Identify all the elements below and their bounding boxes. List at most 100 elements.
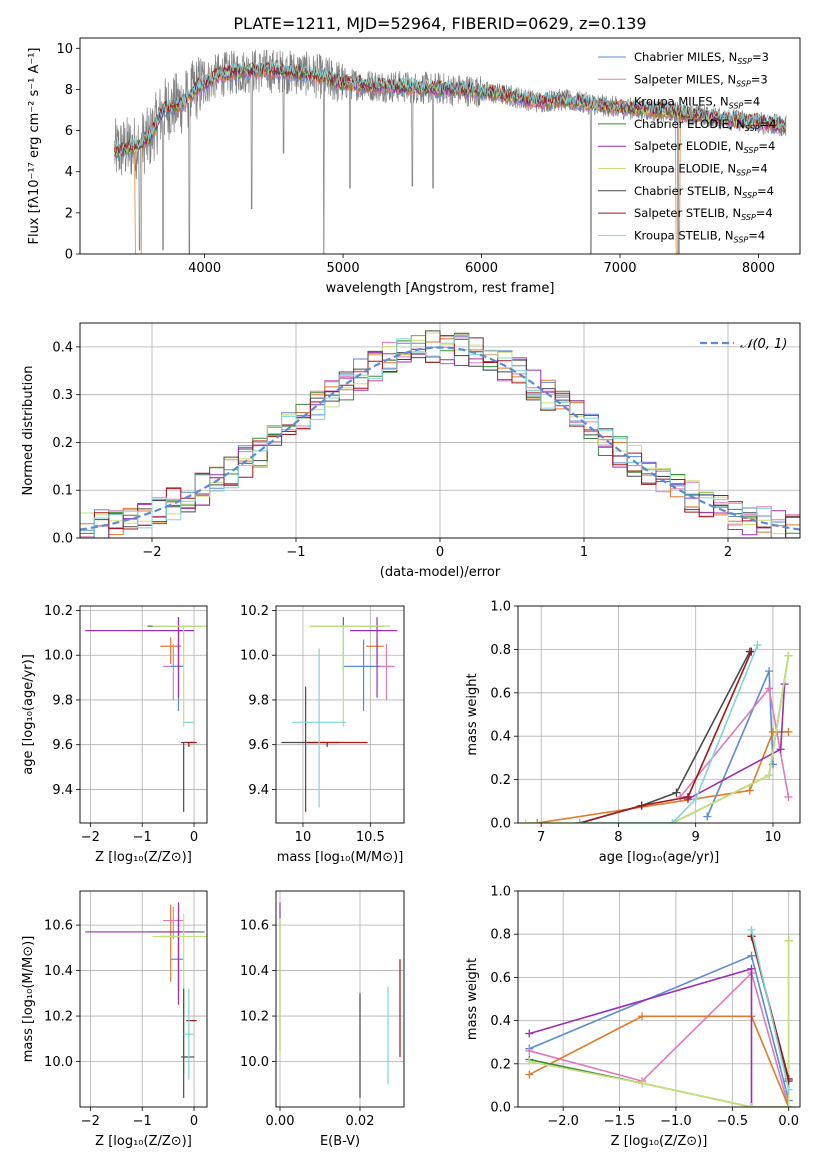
weight-line-kroupa_elodie [525,655,790,823]
legend-entry: 𝒩(0, 1) [740,337,787,352]
y-tick-label: 8 [65,83,73,98]
panel-mass_vs_ebv: 0.00 0.02 10.0 10.2 10.4 10.6 E(B-V) [240,890,405,1149]
y-tick-label: 10.0 [240,1055,269,1070]
plot-area-weight_vs_Z [525,925,793,1107]
x-tick-label: 0 [190,1114,198,1129]
residual-legend: 𝒩(0, 1) [700,337,787,352]
x-tick-label: 0 [190,830,198,845]
x-tick-label: −1 [133,830,152,845]
weight-line-kroupa_miles [528,1015,790,1107]
y-axis-label: age [log₁₀(age/yr)] [21,654,36,775]
x-tick-label: −2.0 [547,1114,579,1129]
x-tick-label: 0.02 [346,1114,375,1129]
axes-frame [79,605,208,824]
x-tick-label: 0.00 [266,1114,295,1129]
weight-line-salpeter_stelib [579,651,753,823]
weight-marker-chabrier_miles [765,667,774,676]
x-tick-label: −1.5 [604,1114,636,1129]
weight-line-kroupa_miles [537,731,789,823]
y-tick-label: 0.4 [52,340,73,355]
model-spectrum-chabrier_stelib [114,63,787,155]
weight-marker-kroupa_elodie [784,651,793,660]
weight-line-salpeter_elodie [529,967,753,1107]
weight-marker-salpeter_stelib [683,792,692,801]
axes-frame [275,605,405,824]
weight-marker-salpeter_elodie [525,1029,534,1038]
y-tick-label: 10.0 [44,649,73,664]
weight-marker-salpeter_stelib [637,801,646,810]
x-axis-label: Z [log₁₀(Z/Z⊙)] [95,850,192,865]
x-tick-label: 0.0 [778,1114,799,1129]
y-axis-label: mass weight [465,673,480,755]
x-axis-label: Z [log₁₀(Z/Z⊙)] [611,1134,708,1149]
weight-marker-chabrier_miles [747,951,756,960]
weight-marker-chabrier_stelib [672,788,681,797]
axes-frame [517,605,801,824]
y-tick-label: 10.6 [240,919,269,934]
y-tick-label: 10.2 [240,604,269,619]
x-axis-label: (data-model)/error [380,565,501,580]
x-tick-label: −2 [142,545,161,560]
y-tick-label: 10.2 [44,604,73,619]
plot-area-mass_vs_Z [85,902,207,1098]
plot-area-mass_vs_ebv [279,902,401,1098]
axes-frame [275,890,405,1108]
legend-entry: Kroupa ELODIE, NSSP=4 [634,162,768,178]
legend-entry: Chabrier STELIB, NSSP=4 [634,184,774,200]
x-tick-label: 10 [765,830,782,845]
weight-line-salpeter_miles [529,971,790,1107]
panel-age_vs_Z: −2 −1 0 9.4 9.6 9.8 10.0 10.2 Z [log₁₀(Z/Z⊙)] age… [21,604,208,865]
x-tick-label: 0 [436,545,444,560]
spectrum-legend: Chabrier MILES, NSSP=3 Salpeter MILES, NS… [598,50,776,244]
weight-marker-kroupa_elodie [765,771,774,780]
y-tick-label: 0.2 [490,1057,511,1072]
y-tick-label: 9.8 [52,693,73,708]
weight-marker-salpeter_elodie [747,964,756,973]
panel-age_vs_mass: 10 10.5 9.4 9.6 9.8 10.0 10.2 mass [log₁₀(M/M⊙)… [240,604,405,865]
y-tick-label: 2 [65,206,73,221]
weight-marker-kroupa_miles [525,1070,534,1079]
y-tick-label: 9.6 [248,738,269,753]
axes-frame [79,890,208,1108]
x-tick-label: 6000 [465,261,498,276]
plot-area-spectrum [114,49,787,254]
normal-reference-curve [80,346,800,531]
histogram-kroupa_stelib [80,334,800,538]
weight-marker-kroupa_miles [638,1012,647,1021]
model-spectrum-kroupa_stelib [114,60,787,154]
plot-area-age_vs_mass [281,617,398,812]
legend-entry: Kroupa STELIB, NSSP=4 [634,228,765,244]
axes-frame [79,37,801,255]
y-tick-label: 10.4 [240,964,269,979]
y-tick-label: 0.8 [490,643,511,658]
x-tick-label: 9 [692,830,700,845]
y-tick-label: 0 [65,248,73,263]
x-tick-label: 8 [614,830,622,845]
x-tick-label: 8000 [742,261,775,276]
model-spectrum-salpeter_stelib [114,62,787,153]
panel-residuals: −2 −1 0 1 2 0.0 0.1 0.2 0.3 0.4 (data-model)/error… [21,322,801,580]
weight-marker-kroupa_elodie [784,936,793,945]
weight-marker-kroupa_stelib [747,925,756,934]
y-tick-label: 10.2 [44,1010,73,1025]
weight-marker-kroupa_elodie [525,1057,534,1066]
weight-marker-kroupa_stelib [691,795,700,804]
y-tick-label: 0.1 [52,484,73,499]
y-tick-label: 0.0 [52,532,73,547]
weight-marker-salpeter_stelib [747,647,756,656]
y-tick-label: 10.2 [240,1010,269,1025]
x-tick-label: 2 [724,545,732,560]
axes-frame [517,890,801,1108]
weight-marker-salpeter_miles [676,792,685,801]
weight-marker-kroupa_elodie [638,1079,647,1088]
y-tick-label: 10.6 [44,919,73,934]
weight-marker-kroupa_stelib [784,1085,793,1094]
y-tick-label: 9.4 [52,783,73,798]
weight-marker-kroupa_elodie [747,1103,756,1107]
weight-marker-kroupa_miles [784,727,793,736]
x-tick-label: 1 [580,545,588,560]
x-tick-label: −2 [81,1114,100,1129]
weight-marker-kroupa_elodie [521,819,530,823]
legend-entry: Salpeter STELIB, NSSP=4 [634,206,773,222]
x-axis-label: E(B-V) [320,1134,360,1149]
